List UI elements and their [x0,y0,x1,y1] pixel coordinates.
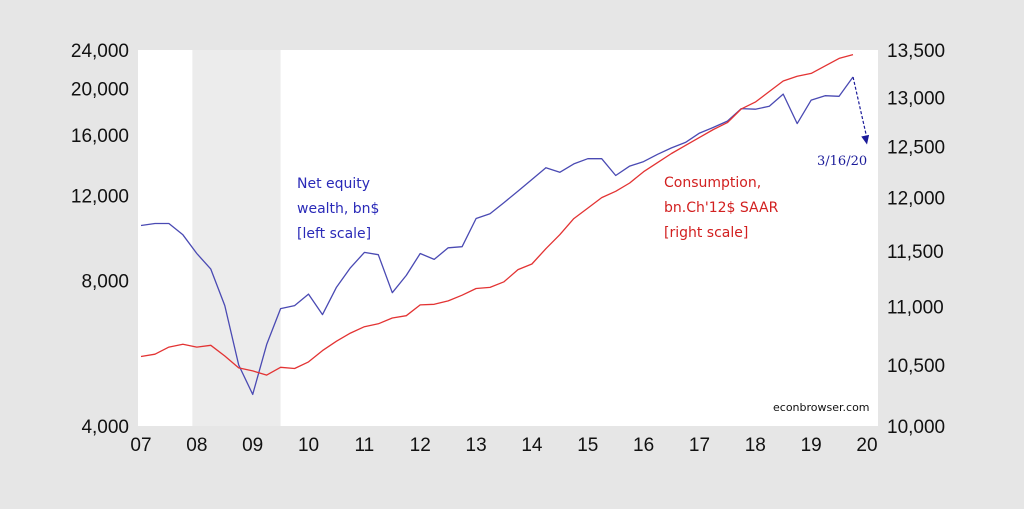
right-tick-label: 11,500 [887,242,944,263]
consumption-line [140,53,854,376]
x-tick-label: 12 [410,435,431,456]
x-axis-ticks: 07 08 09 10 11 12 13 14 15 16 17 18 19 20 [130,435,877,456]
equity-series-label: Net equity wealth, bn$ [left scale] [297,176,384,242]
x-tick-label: 20 [856,435,877,456]
equity-label-line-3: [left scale] [297,226,371,242]
right-tick-label: 10,500 [887,356,945,377]
x-tick-label: 07 [130,435,151,456]
x-tick-label: 16 [633,435,654,456]
right-tick-label: 10,000 [887,417,945,438]
projection-layer [852,76,870,145]
left-tick-label: 4,000 [81,417,129,438]
consumption-label-line-3: [right scale] [664,225,748,241]
x-tick-label: 14 [521,435,543,456]
right-tick-label: 12,000 [887,189,945,210]
left-tick-label: 20,000 [71,79,129,100]
projection-dashed-line [852,76,868,139]
projection-arrowhead [861,134,870,145]
right-axis-ticks: 10,000 10,500 11,000 11,500 12,000 12,500 13,0… [887,41,945,438]
consumption-label-line-1: Consumption, [664,175,761,191]
left-tick-label: 8,000 [81,272,129,293]
recession-shading [192,50,281,426]
left-tick-label: 16,000 [71,126,129,147]
x-tick-label: 10 [298,435,319,456]
right-tick-label: 13,000 [887,88,945,109]
x-tick-label: 13 [466,435,487,456]
source-credit: econbrowser.com [773,401,870,414]
right-tick-label: 11,000 [887,298,944,319]
x-tick-label: 18 [745,435,766,456]
x-tick-label: 15 [577,435,598,456]
x-tick-label: 08 [186,435,207,456]
x-tick-label: 09 [242,435,263,456]
projection-date-label: 3/16/20 [817,154,867,169]
consumption-series-label: Consumption, bn.Ch'12$ SAAR [right scale… [664,175,783,241]
x-tick-label: 11 [355,435,375,456]
series-layer [140,53,854,396]
equity-label-line-2: wealth, bn$ [297,201,379,217]
right-tick-label: 13,500 [887,41,945,62]
right-tick-label: 12,500 [887,137,945,158]
equity-label-line-1: Net equity [297,176,370,192]
left-axis-ticks: 4,000 8,000 12,000 16,000 20,000 24,000 [71,41,129,438]
left-tick-label: 12,000 [71,186,129,207]
consumption-label-line-2: bn.Ch'12$ SAAR [664,200,779,216]
x-tick-label: 17 [689,435,710,456]
x-tick-label: 19 [801,435,822,456]
left-tick-label: 24,000 [71,41,129,62]
